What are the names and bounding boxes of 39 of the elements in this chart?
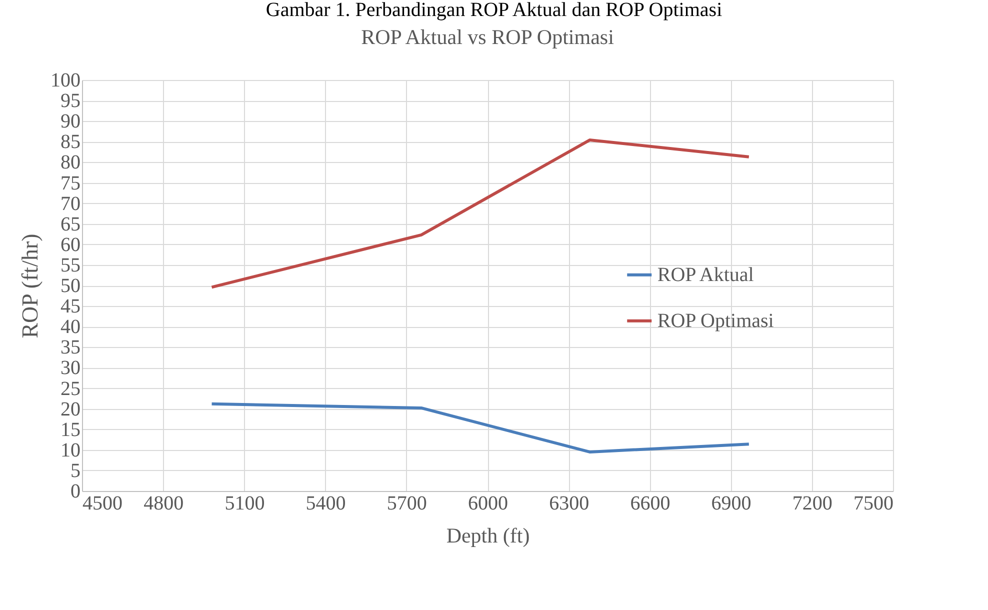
- y-tick-label: 80: [60, 152, 80, 174]
- y-tick-label: 45: [60, 296, 80, 318]
- x-tick-label: 5400: [306, 492, 346, 514]
- y-tick-label: 55: [60, 254, 80, 276]
- x-tick-label: 4800: [144, 492, 184, 514]
- y-tick-label: 75: [60, 172, 80, 194]
- x-tick-label: 6300: [549, 492, 590, 514]
- chart-title: ROP Aktual vs ROP Optimasi: [361, 25, 614, 49]
- x-tick-label: 5700: [386, 492, 427, 514]
- y-tick-label: 100: [50, 70, 80, 92]
- y-tick-label: 70: [60, 192, 80, 215]
- y-tick-label: 85: [60, 131, 80, 154]
- y-tick-label: 0: [70, 480, 80, 502]
- x-tick-label: 7200: [792, 492, 832, 514]
- y-tick-label: 25: [60, 378, 80, 400]
- legend-label: ROP Optimasi: [657, 310, 774, 332]
- y-tick-label: 50: [60, 275, 80, 297]
- y-tick-label: 20: [60, 398, 80, 420]
- y-tick-label: 95: [60, 90, 80, 112]
- y-tick-label: 40: [60, 316, 80, 338]
- x-tick-label: 7500: [854, 492, 894, 514]
- x-tick-label: 6600: [630, 492, 670, 514]
- x-tick-label: 6000: [468, 492, 508, 514]
- legend-label: ROP Aktual: [657, 264, 754, 286]
- y-tick-label: 35: [60, 336, 80, 359]
- x-tick-label: 6900: [711, 492, 752, 514]
- y-tick-label: 15: [60, 418, 80, 441]
- x-axis-title: Depth (ft): [446, 524, 530, 548]
- y-tick-label: 65: [60, 213, 80, 236]
- y-tick-label: 90: [60, 110, 80, 133]
- x-tick-label: 5100: [224, 492, 265, 514]
- line-series: [210, 402, 750, 454]
- y-tick-label: 5: [70, 460, 80, 482]
- y-axis-title: ROP (ft/hr): [18, 234, 42, 338]
- text: Gambar 1. Perbandingan ROP Aktual dan ROP Optimasi: [264, 0, 724, 22]
- x-tick-label: 4500: [82, 492, 122, 514]
- y-tick-label: 60: [60, 234, 80, 256]
- y-tick-label: 10: [60, 439, 80, 462]
- y-tick-label: 30: [60, 357, 80, 380]
